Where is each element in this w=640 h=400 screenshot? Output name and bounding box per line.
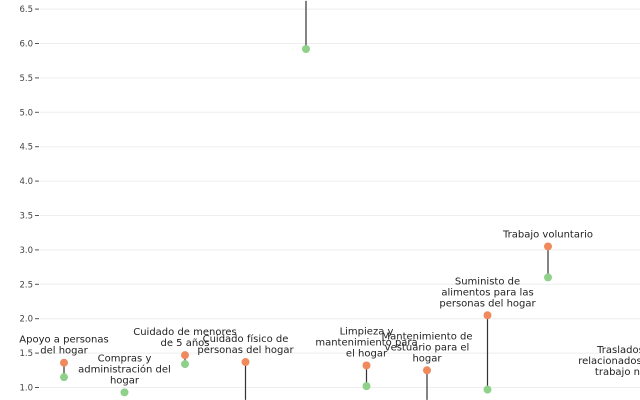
y-tick-label: 3.5 [19, 212, 33, 222]
category-label: trabajo no [595, 367, 640, 378]
orange-point [544, 242, 552, 251]
category-label: Mantenimiento de [381, 331, 472, 342]
category-label: vestuario para el [385, 342, 470, 353]
orange-point [181, 351, 189, 360]
orange-point [423, 366, 431, 375]
category-label: del hogar [40, 346, 88, 357]
orange-point [362, 361, 371, 370]
orange-point [241, 358, 250, 367]
green-point [120, 388, 129, 397]
category-label: hogar [110, 375, 140, 386]
y-tick-label: 2.5 [19, 280, 33, 290]
green-point [483, 385, 492, 394]
category-label: Traslados [596, 345, 640, 356]
category-label: Trabajo voluntario [502, 229, 593, 240]
y-tick-label: 5.5 [19, 74, 33, 84]
category-label: administración del [78, 363, 171, 375]
y-tick-label: 6.0 [19, 40, 33, 50]
category-label: relacionados con [578, 356, 640, 367]
category-label: el hogar [346, 348, 388, 359]
category-label: personas del hogar [197, 345, 294, 356]
y-tick-label: 3.0 [19, 246, 33, 256]
y-tick-label: 1.0 [19, 384, 33, 394]
orange-point [60, 358, 68, 367]
category-label: Apoyo a personas [19, 335, 108, 346]
orange-point [483, 311, 492, 320]
green-point [181, 360, 189, 369]
category-label: Limpieza y [340, 326, 394, 337]
category-label: hogar [412, 353, 442, 364]
green-point [60, 373, 68, 382]
green-point [302, 45, 310, 54]
y-tick-label: 4.0 [19, 177, 33, 187]
y-tick-label: 6.5 [19, 5, 33, 15]
y-tick-label: 1.5 [19, 349, 33, 359]
category-label: Cuidado de menores [133, 327, 237, 338]
green-point [544, 273, 552, 282]
category-label: Suministo de [455, 276, 520, 287]
category-label: Cuidado físico de [203, 333, 289, 345]
category-label: personas del hogar [439, 298, 536, 309]
y-tick-label: 4.5 [19, 143, 33, 153]
y-tick-label: 2.0 [19, 315, 33, 325]
category-label: de 5 años [160, 338, 209, 349]
category-label: mantenimiento para [315, 337, 417, 348]
category-label: alimentos para las [441, 287, 533, 298]
y-tick-label: 5.0 [19, 108, 33, 118]
category-label: Compras y [98, 353, 152, 364]
green-point [362, 382, 371, 391]
